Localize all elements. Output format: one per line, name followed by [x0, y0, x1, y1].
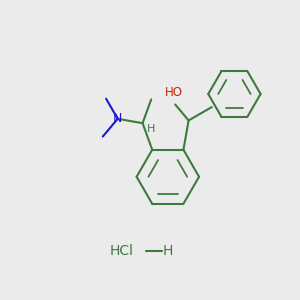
Text: H: H: [147, 124, 155, 134]
Text: H: H: [163, 244, 173, 258]
Text: HO: HO: [165, 86, 183, 99]
Text: HCl: HCl: [110, 244, 134, 258]
Text: N: N: [113, 112, 122, 125]
